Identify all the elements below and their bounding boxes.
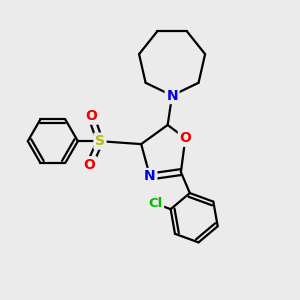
Text: O: O xyxy=(179,131,191,145)
Text: S: S xyxy=(95,134,105,148)
Text: N: N xyxy=(144,169,156,184)
Text: O: O xyxy=(84,158,96,172)
Text: Cl: Cl xyxy=(148,197,163,210)
Text: N: N xyxy=(166,88,178,103)
Text: O: O xyxy=(85,109,97,123)
